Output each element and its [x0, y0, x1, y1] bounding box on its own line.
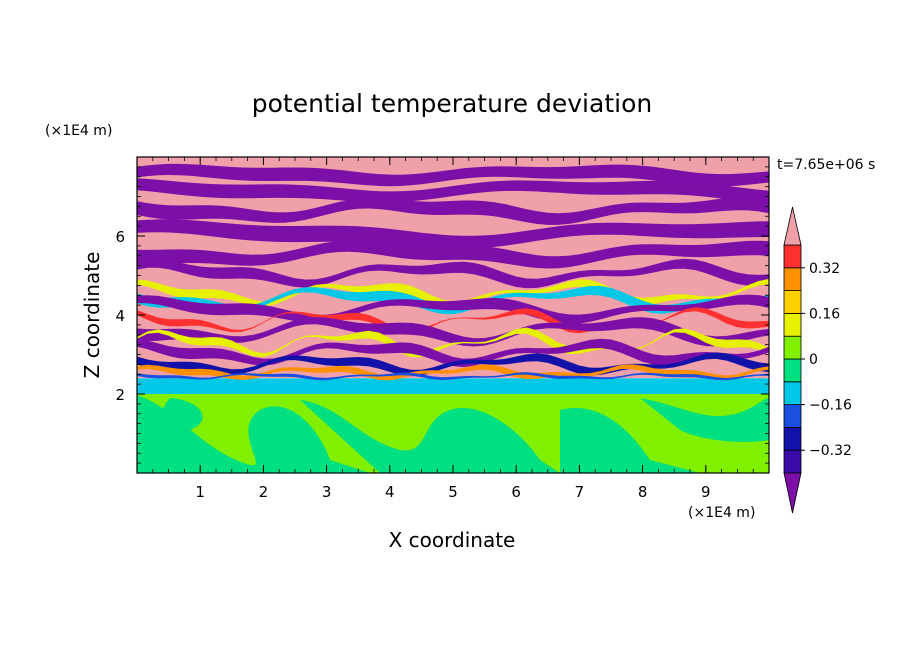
- turbulent-band: [137, 372, 769, 381]
- x-tick-label: 2: [259, 483, 269, 501]
- lower-swirl-region: [560, 408, 700, 473]
- colorbar-tick-label: −0.16: [809, 398, 852, 414]
- lower-swirl-region: [137, 395, 370, 473]
- turbulent-band: [137, 258, 769, 289]
- x-tick-label: 6: [511, 483, 521, 501]
- x-axis-label: X coordinate: [389, 528, 516, 552]
- colorbar-tick-label: 0.16: [809, 306, 840, 322]
- x-unit-label: (×1E4 m): [688, 505, 755, 521]
- x-tick-label: 7: [575, 483, 585, 501]
- x-tick-label: 5: [448, 483, 458, 501]
- colorbar-segment: [783, 312, 802, 337]
- turbulent-band: [137, 294, 769, 324]
- x-tick-label: 8: [638, 483, 648, 501]
- colorbar-segment: [783, 449, 802, 474]
- colorbar-segment: [783, 404, 802, 428]
- x-tick-label: 1: [195, 483, 205, 501]
- colorbar-segment: [783, 358, 802, 383]
- colorbar-segment: [783, 381, 802, 405]
- turbulent-band: [137, 285, 769, 315]
- y-tick-label: 2: [115, 386, 125, 404]
- colorbar-segment: [783, 244, 802, 269]
- turbulent-band: [137, 364, 769, 381]
- interface-band: [137, 378, 769, 394]
- turbulent-band: [137, 317, 769, 347]
- upper-band: [137, 163, 769, 187]
- lower-swirl-region: [300, 400, 560, 473]
- x-axis: 1 2 3 4 5 6 7 8 9: [152, 157, 754, 501]
- upper-band: [137, 178, 769, 204]
- x-tick-label: 4: [385, 483, 395, 501]
- y-axis: 2 4 6: [115, 166, 769, 464]
- colorbar-upper-extension: [783, 206, 802, 246]
- colorbar-segment: [783, 426, 802, 451]
- y-unit-label: (×1E4 m): [45, 123, 112, 139]
- y-tick-label: 4: [115, 307, 125, 325]
- upper-band: [137, 196, 769, 225]
- y-axis-label: Z coordinate: [80, 252, 104, 379]
- x-tick-label: 3: [322, 483, 332, 501]
- colorbar-tick-label: 0: [809, 352, 818, 368]
- lower-swirl-region: [161, 398, 203, 432]
- turbulent-band: [137, 307, 769, 335]
- contour-field: [137, 157, 769, 473]
- upper-band: [137, 219, 769, 249]
- colorbar: 0.32 0.16 0 −0.16 −0.32: [783, 206, 852, 514]
- upper-band: [137, 240, 769, 269]
- colorbar-tick-label: 0.32: [809, 261, 840, 277]
- colorbar-segment: [783, 335, 802, 360]
- colorbar-lower-extension: [783, 472, 802, 514]
- chart-title: potential temperature deviation: [252, 89, 652, 118]
- y-tick-label: 6: [115, 228, 125, 246]
- x-tick-label: 9: [701, 483, 711, 501]
- time-label: t=7.65e+06 s: [777, 157, 875, 173]
- turbulent-band: [137, 338, 769, 368]
- colorbar-segment: [783, 290, 802, 314]
- colorbar-segment: [783, 267, 802, 291]
- lower-swirl-region: [640, 398, 769, 442]
- colorbar-tick-label: −0.32: [809, 443, 852, 459]
